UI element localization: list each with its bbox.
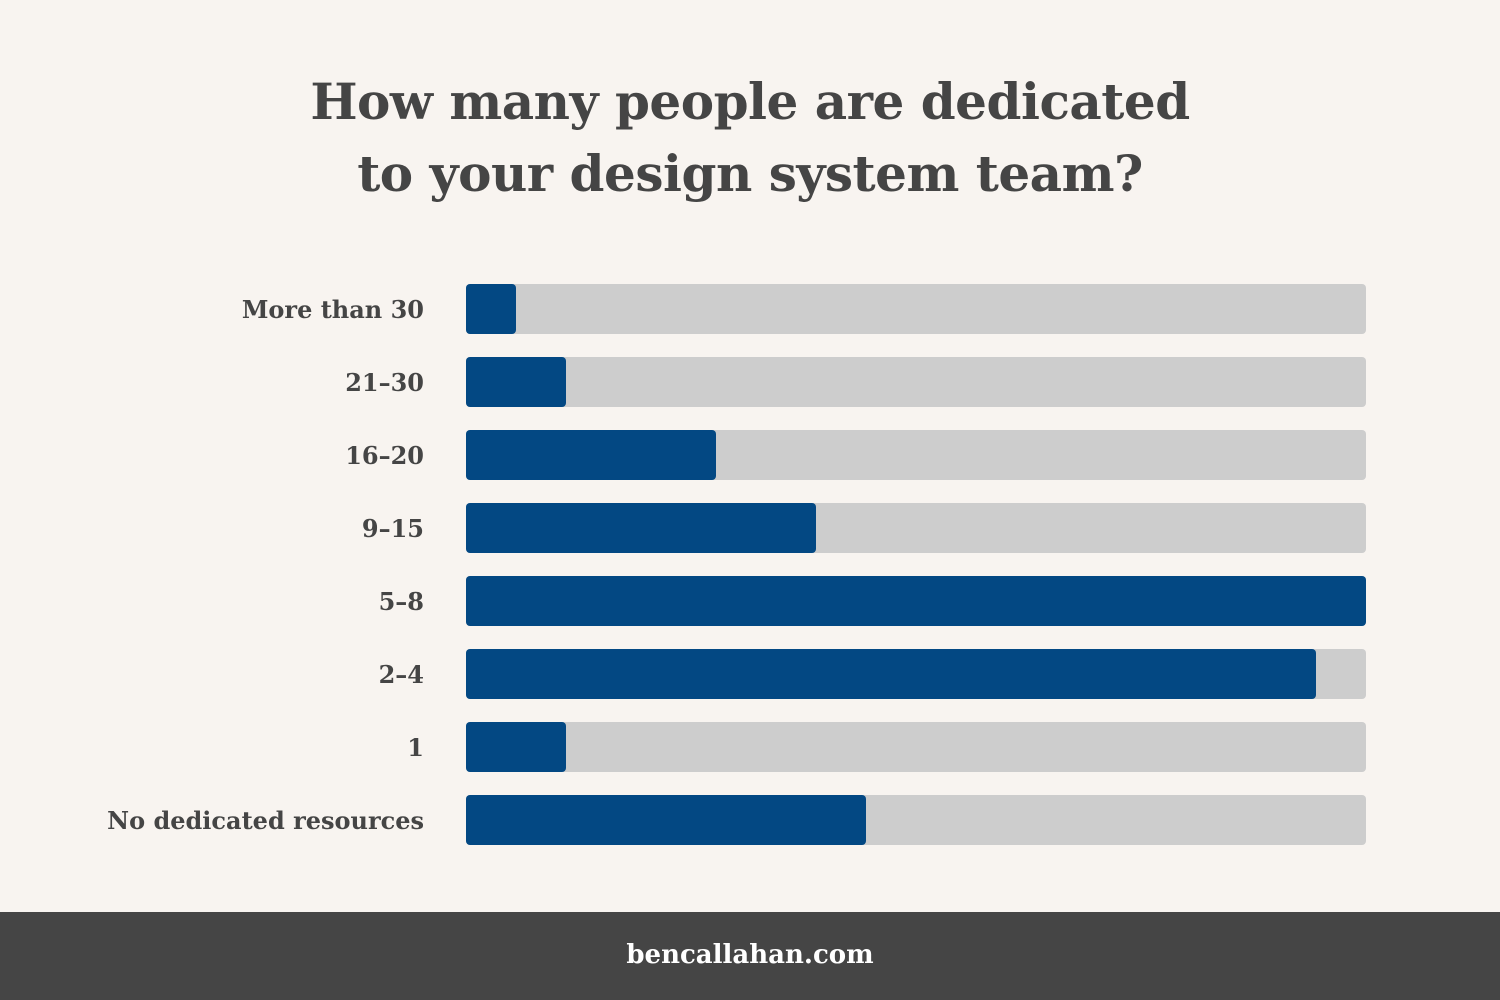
bar-chart: More than 30 21–30 16–20 9–15 5–8 2–4 1 No dedi…: [107, 284, 1366, 845]
category-label-9-15: 9–15: [362, 514, 424, 543]
category-label-more-than-30: More than 30: [242, 295, 424, 324]
bar-more-than-30: [466, 284, 516, 334]
footer-bar: bencallahan.com: [0, 912, 1500, 1000]
bar-5-8: [466, 576, 1366, 626]
category-label-21-30: 21–30: [345, 368, 424, 397]
bars-layer: More than 30 21–30 16–20 9–15 5–8 2–4 1 No dedi…: [107, 284, 1366, 845]
bar-1: [466, 722, 566, 772]
category-label-1: 1: [407, 733, 424, 762]
bar-21-30: [466, 357, 566, 407]
bar-2-4: [466, 649, 1316, 699]
chart-title-line-2: to your design system team?: [357, 144, 1143, 203]
bar-track-21-30: [466, 357, 1366, 407]
bar-track-more-than-30: [466, 284, 1366, 334]
bar-9-15: [466, 503, 816, 553]
category-label-5-8: 5–8: [379, 587, 424, 616]
bar-track-1: [466, 722, 1366, 772]
category-label-no-dedicated-resources: No dedicated resources: [107, 806, 424, 835]
bar-no-dedicated-resources: [466, 795, 866, 845]
chart-title-line-1: How many people are dedicated: [310, 72, 1190, 131]
bar-16-20: [466, 430, 716, 480]
category-label-16-20: 16–20: [345, 441, 424, 470]
chart-title: How many people are dedicated to your de…: [250, 66, 1250, 210]
category-label-2-4: 2–4: [379, 660, 424, 689]
footer-site-link[interactable]: bencallahan.com: [626, 940, 874, 970]
